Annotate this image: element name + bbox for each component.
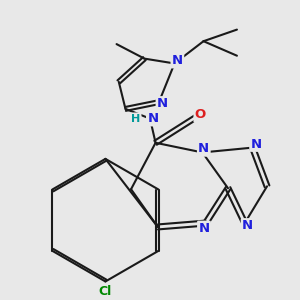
Text: N: N (172, 54, 183, 67)
Text: N: N (147, 112, 158, 125)
Text: H: H (131, 114, 140, 124)
Text: Cl: Cl (99, 285, 112, 298)
Text: N: N (157, 98, 168, 110)
Text: N: N (198, 142, 209, 155)
Text: N: N (242, 219, 253, 232)
Text: N: N (198, 222, 209, 235)
Text: N: N (250, 138, 262, 151)
Text: O: O (195, 108, 206, 122)
